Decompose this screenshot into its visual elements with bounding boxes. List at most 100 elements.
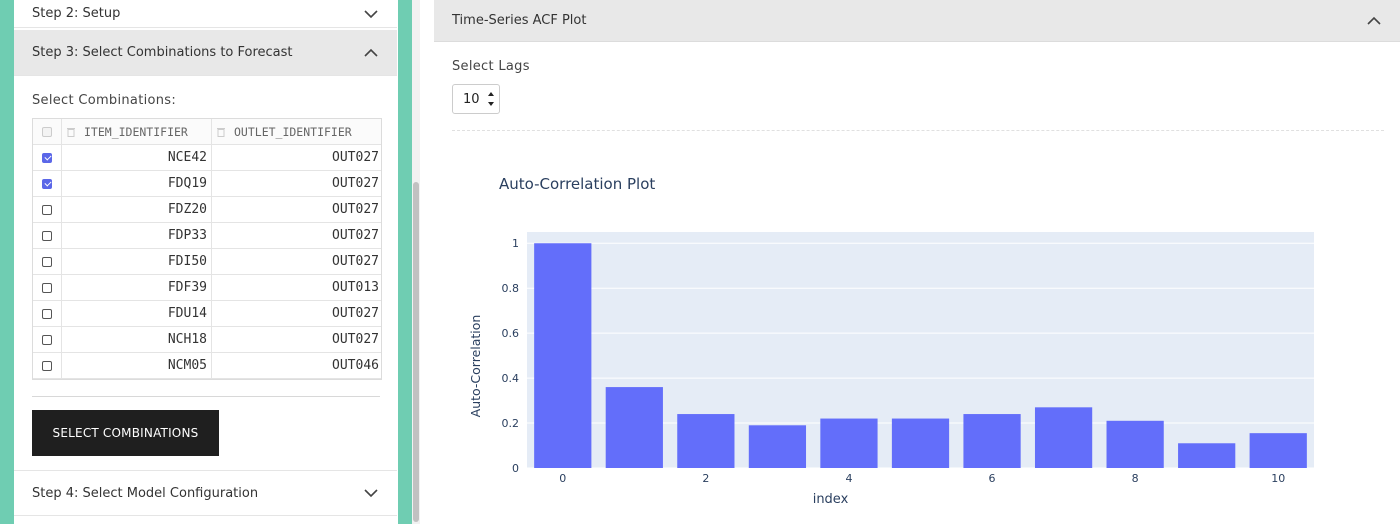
table-row[interactable]: NCH18 OUT027 xyxy=(33,327,381,353)
acf-bar[interactable] xyxy=(891,418,950,468)
table-row[interactable]: FDU14 OUT027 xyxy=(33,301,381,327)
row-select[interactable] xyxy=(33,353,62,378)
item-identifier-cell[interactable]: NCE42 xyxy=(62,145,212,170)
select-combinations-button[interactable]: SELECT COMBINATIONS xyxy=(32,410,219,456)
table-row[interactable]: FDQ19 OUT027 xyxy=(33,171,381,197)
outlet-identifier-text: OUT046 xyxy=(332,358,379,373)
y-tick-label: 0.2 xyxy=(502,417,520,430)
outlet-identifier-cell[interactable]: OUT013 xyxy=(212,275,381,300)
acf-bar[interactable] xyxy=(1249,433,1307,468)
section-divider xyxy=(452,130,1384,131)
outlet-identifier-text: OUT027 xyxy=(332,254,379,269)
outlet-identifier-cell[interactable]: OUT046 xyxy=(212,353,381,378)
y-tick-label: 0.8 xyxy=(502,282,520,295)
item-identifier-cell[interactable]: FDQ19 xyxy=(62,171,212,196)
header-select-all[interactable] xyxy=(33,119,62,144)
spinner-arrows-icon[interactable] xyxy=(487,90,495,108)
row-checkbox[interactable] xyxy=(42,152,52,163)
lags-number-input[interactable]: 10 xyxy=(452,84,500,114)
left-edge-strip xyxy=(0,0,14,524)
outlet-identifier-cell[interactable]: OUT027 xyxy=(212,249,381,274)
chevron-down-icon xyxy=(364,9,378,18)
row-select[interactable] xyxy=(33,275,62,300)
x-axis-label: index xyxy=(813,492,849,507)
outlet-identifier-cell[interactable]: OUT027 xyxy=(212,223,381,248)
acf-bar[interactable] xyxy=(534,243,592,468)
item-identifier-cell[interactable]: FDZ20 xyxy=(62,197,212,222)
row-checkbox[interactable] xyxy=(42,282,52,293)
table-row[interactable]: FDP33 OUT027 xyxy=(33,223,381,249)
table-row[interactable]: NCE42 OUT027 xyxy=(33,145,381,171)
trash-icon[interactable] xyxy=(66,126,76,137)
outlet-identifier-cell[interactable]: OUT027 xyxy=(212,171,381,196)
item-identifier-text: FDQ19 xyxy=(167,176,207,191)
grid-header-row: ITEM_IDENTIFIER OUTLET_IDENTIFIER xyxy=(33,119,381,145)
acf-bar[interactable] xyxy=(820,418,878,468)
acf-bar[interactable] xyxy=(748,425,807,468)
item-identifier-cell[interactable]: FDI50 xyxy=(62,249,212,274)
column-header-item[interactable]: ITEM_IDENTIFIER xyxy=(62,119,212,144)
table-row[interactable]: NCM05 OUT046 xyxy=(33,353,381,379)
row-checkbox[interactable] xyxy=(42,360,52,371)
item-identifier-cell[interactable]: NCH18 xyxy=(62,327,212,352)
item-identifier-cell[interactable]: FDF39 xyxy=(62,275,212,300)
outlet-identifier-text: OUT027 xyxy=(332,228,379,243)
row-select[interactable] xyxy=(33,301,62,326)
table-row[interactable]: FDZ20 OUT027 xyxy=(33,197,381,223)
row-checkbox[interactable] xyxy=(42,334,52,345)
acf-panel: Time-Series ACF Plot Select Lags 10 Auto… xyxy=(434,0,1400,524)
outlet-identifier-cell[interactable]: OUT027 xyxy=(212,145,381,170)
row-select[interactable] xyxy=(33,171,62,196)
step4-label: Step 4: Select Model Configuration xyxy=(32,485,259,501)
acf-bar[interactable] xyxy=(963,414,1021,468)
step3-header[interactable]: Step 3: Select Combinations to Forecast xyxy=(14,30,397,76)
acf-bar[interactable] xyxy=(605,387,663,468)
item-identifier-text: NCE42 xyxy=(167,150,207,165)
outlet-identifier-text: OUT027 xyxy=(332,202,379,217)
item-identifier-cell[interactable]: FDU14 xyxy=(62,301,212,326)
row-select[interactable] xyxy=(33,197,62,222)
outlet-identifier-text: OUT013 xyxy=(332,280,379,295)
row-checkbox[interactable] xyxy=(42,256,52,267)
scrollbar-thumb[interactable] xyxy=(413,182,419,522)
steps-panel: Step 2: Setup Step 3: Select Combination… xyxy=(14,0,399,524)
y-tick-label: 0 xyxy=(512,462,519,475)
chevron-up-icon xyxy=(364,48,378,57)
outlet-identifier-cell[interactable]: OUT027 xyxy=(212,327,381,352)
x-tick-label: 6 xyxy=(989,472,996,485)
outlet-identifier-cell[interactable]: OUT027 xyxy=(212,301,381,326)
trash-icon[interactable] xyxy=(216,126,226,137)
header-checkbox[interactable] xyxy=(42,126,52,137)
item-identifier-cell[interactable]: FDP33 xyxy=(62,223,212,248)
column-header-outlet[interactable]: OUTLET_IDENTIFIER xyxy=(212,119,381,144)
y-tick-label: 0.4 xyxy=(502,372,520,385)
step4-header[interactable]: Step 4: Select Model Configuration xyxy=(14,470,397,516)
outlet-identifier-cell[interactable]: OUT027 xyxy=(212,197,381,222)
step2-header[interactable]: Step 2: Setup xyxy=(14,0,397,28)
row-select[interactable] xyxy=(33,249,62,274)
row-select[interactable] xyxy=(33,223,62,248)
row-select[interactable] xyxy=(33,327,62,352)
row-checkbox[interactable] xyxy=(42,204,52,215)
row-checkbox[interactable] xyxy=(42,178,52,189)
acf-bar[interactable] xyxy=(1106,420,1164,468)
row-checkbox[interactable] xyxy=(42,230,52,241)
acf-panel-header[interactable]: Time-Series ACF Plot xyxy=(434,0,1400,42)
row-select[interactable] xyxy=(33,145,62,170)
y-tick-label: 1 xyxy=(512,237,519,250)
item-identifier-text: FDU14 xyxy=(167,306,207,321)
step3-label: Step 3: Select Combinations to Forecast xyxy=(32,45,293,60)
acf-bar[interactable] xyxy=(1034,407,1093,468)
select-combinations-label: Select Combinations: xyxy=(32,93,177,108)
chevron-down-icon xyxy=(364,489,378,498)
chart-title: Auto-Correlation Plot xyxy=(499,175,655,193)
outlet-identifier-text: OUT027 xyxy=(332,150,379,165)
row-checkbox[interactable] xyxy=(42,308,52,319)
table-row[interactable]: FDF39 OUT013 xyxy=(33,275,381,301)
acf-bar[interactable] xyxy=(1178,443,1236,468)
divider-teal-bar xyxy=(398,0,412,524)
table-row[interactable]: FDI50 OUT027 xyxy=(33,249,381,275)
acf-bar[interactable] xyxy=(677,414,735,468)
item-identifier-text: FDP33 xyxy=(167,228,207,243)
item-identifier-cell[interactable]: NCM05 xyxy=(62,353,212,378)
